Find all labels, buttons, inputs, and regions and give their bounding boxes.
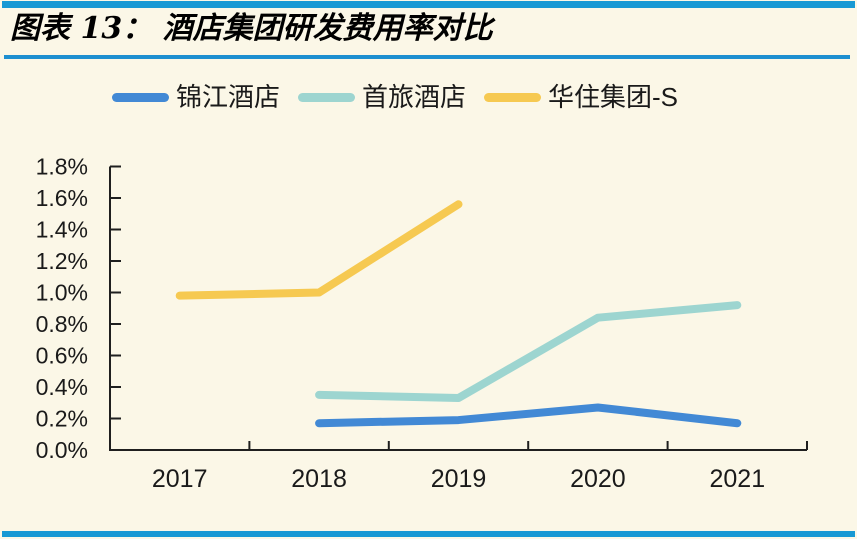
legend-item-1: 首旅酒店 [297, 82, 466, 112]
y-axis-label: 0.0% [36, 437, 88, 463]
legend-label-1: 首旅酒店 [361, 82, 466, 112]
top-accent-bar [2, 1, 855, 8]
x-axis-label: 2021 [709, 465, 765, 493]
y-axis-label: 0.8% [36, 311, 88, 337]
legend-label-0: 锦江酒店 [175, 82, 280, 112]
series-line-2 [175, 200, 463, 300]
title-underline [4, 55, 850, 59]
figure-title: 图表 13： 酒店集团研发费用率对比 [10, 11, 493, 46]
y-axis-label: 0.6% [36, 343, 88, 369]
legend-item-2: 华住集团-S [484, 82, 678, 112]
legend-swatch-2 [484, 92, 541, 102]
legend-label-2: 华住集团-S [548, 82, 679, 112]
y-axis-label: 0.2% [36, 406, 88, 432]
legend-item-0: 锦江酒店 [111, 82, 280, 112]
bottom-accent-bar [2, 531, 855, 537]
x-axis-label: 2020 [570, 465, 626, 493]
chart-legend: 锦江酒店 首旅酒店 华住集团-S [0, 82, 790, 112]
series-line-1 [315, 301, 742, 403]
legend-swatch-0 [111, 92, 169, 102]
y-axis-label: 1.8% [36, 154, 88, 180]
x-axis-label: 2019 [431, 465, 487, 493]
legend-swatch-1 [297, 92, 355, 102]
y-axis-label: 1.2% [36, 248, 88, 274]
series-line-0 [315, 403, 742, 428]
x-axis-label: 2017 [152, 465, 208, 493]
y-axis-label: 1.4% [36, 217, 88, 243]
y-axis-label: 1.6% [36, 185, 88, 211]
x-axis-label: 2018 [291, 465, 347, 493]
y-axis-label: 1.0% [36, 280, 88, 306]
y-axis-label: 0.4% [36, 374, 88, 400]
